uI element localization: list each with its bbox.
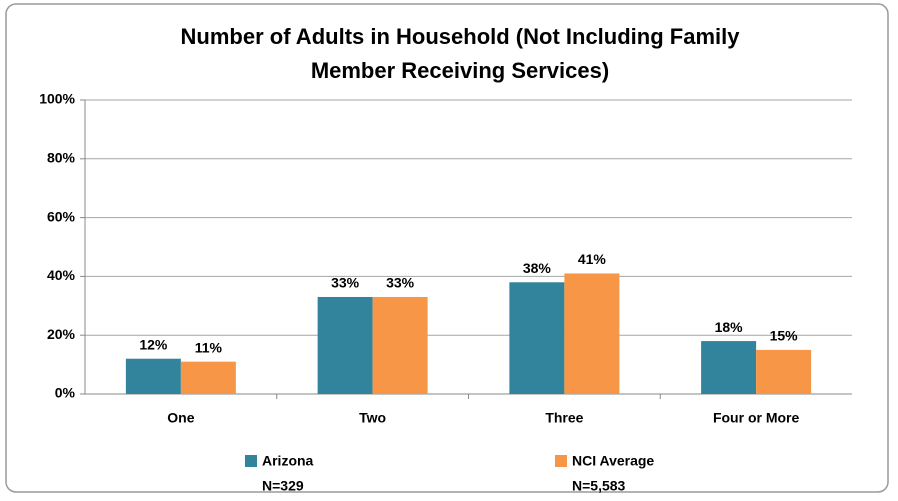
data-label: 38% xyxy=(523,260,552,276)
data-label: 18% xyxy=(715,319,744,335)
y-tick-label: 100% xyxy=(39,91,75,107)
y-tick-label: 20% xyxy=(47,326,76,342)
y-tick-label: 60% xyxy=(47,208,76,224)
legend-note: N=5,583 xyxy=(572,478,626,494)
bar xyxy=(180,361,236,394)
data-label: 12% xyxy=(139,336,168,352)
bar xyxy=(509,282,565,394)
bar xyxy=(564,273,620,394)
legend-swatch xyxy=(555,455,567,467)
data-label: 41% xyxy=(578,251,607,267)
legend-label: Arizona xyxy=(262,453,314,469)
legend-label: NCI Average xyxy=(572,453,654,469)
data-label: 33% xyxy=(386,275,415,291)
legend-swatch xyxy=(245,455,257,467)
y-tick-label: 0% xyxy=(55,385,76,401)
bar xyxy=(125,358,181,394)
data-label: 15% xyxy=(770,328,799,344)
data-label: 11% xyxy=(195,339,223,355)
x-tick-label: One xyxy=(167,410,194,426)
x-tick-label: Three xyxy=(545,410,583,426)
bar xyxy=(756,349,812,394)
data-label: 33% xyxy=(331,275,360,291)
y-tick-label: 40% xyxy=(47,267,76,283)
chart-title: Member Receiving Services) xyxy=(311,58,609,83)
bar xyxy=(372,296,428,394)
x-tick-label: Four or More xyxy=(713,410,800,426)
y-tick-label: 80% xyxy=(47,150,76,166)
bar xyxy=(701,341,757,394)
x-tick-label: Two xyxy=(359,410,386,426)
chart-title: Number of Adults in Household (Not Inclu… xyxy=(181,24,741,49)
bar xyxy=(317,296,373,394)
legend-note: N=329 xyxy=(262,478,304,494)
